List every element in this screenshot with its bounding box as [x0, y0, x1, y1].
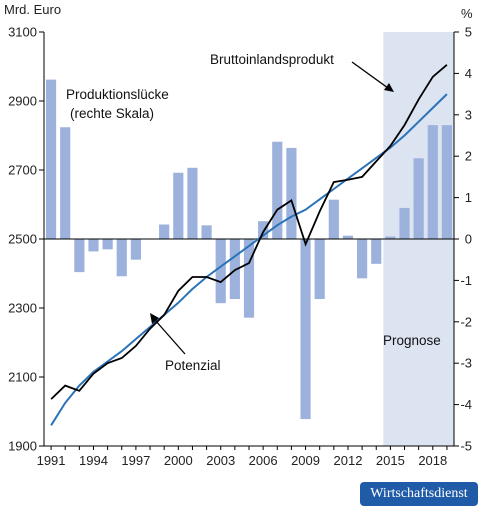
right-axis-unit: % — [461, 6, 473, 21]
gap-bar-2006 — [258, 221, 269, 239]
gap-bar-2010 — [314, 239, 325, 300]
gdp-label: Bruttoinlandsprodukt — [210, 52, 334, 67]
left-tick-label: 2300 — [8, 301, 37, 316]
x-tick-label: 2009 — [291, 453, 320, 468]
gap-bar-1992 — [60, 127, 71, 239]
production-gap-bars — [45, 79, 453, 420]
x-tick-label: 1997 — [121, 453, 150, 468]
source-badge: Wirtschaftsdienst — [360, 482, 478, 506]
right-tick-label: -3 — [460, 356, 472, 371]
gap-bar-2001 — [187, 167, 198, 239]
right-tick-label: -2 — [460, 314, 472, 329]
x-tick-label: 2015 — [376, 453, 405, 468]
gap-bar-2009 — [300, 239, 311, 420]
gap-label-line2: (rechte Skala) — [70, 106, 154, 121]
gap-label-line1: Produktionslücke — [66, 87, 169, 102]
right-tick-label: 0 — [465, 232, 472, 247]
gap-bar-2002 — [201, 225, 212, 239]
gdp-line — [50, 64, 448, 400]
left-tick-label: 2900 — [8, 94, 37, 109]
gap-bar-2016 — [399, 207, 410, 239]
gap-bar-2012 — [342, 235, 354, 239]
right-tick-label: 1 — [465, 190, 472, 205]
gap-bar-1997 — [130, 239, 141, 260]
right-tick-label: 3 — [465, 107, 472, 122]
left-tick-label: 2100 — [8, 370, 37, 385]
gap-bar-2014 — [371, 239, 382, 264]
gap-bar-1999 — [159, 224, 170, 239]
gap-bar-2018 — [427, 125, 438, 239]
x-tick-label: 2018 — [418, 453, 447, 468]
gap-bar-2005 — [243, 239, 255, 318]
gap-bar-2013 — [357, 239, 368, 279]
gap-bar-2011 — [328, 199, 339, 239]
x-tick-label: 1991 — [37, 453, 66, 468]
potential-label: Potenzial — [165, 358, 221, 373]
gap-bar-1995 — [102, 239, 113, 250]
gap-bar-2015 — [385, 236, 396, 239]
right-tick-label: -5 — [460, 439, 472, 454]
axes: 1900 2100 2300 2500 2700 2900 3100 -5 -4 -3 -2 -1 0 1… — [8, 25, 472, 469]
gap-bar-1996 — [116, 239, 127, 277]
gap-bar-2007 — [272, 141, 283, 239]
x-tick-label: 2006 — [249, 453, 278, 468]
gap-bar-1994 — [88, 239, 99, 252]
x-tick-label: 1994 — [79, 453, 108, 468]
forecast-label: Prognose — [383, 333, 441, 348]
gap-bar-2019 — [441, 125, 453, 239]
x-tick-label: 2000 — [164, 453, 193, 468]
gap-bar-2008 — [286, 147, 297, 239]
gap-bar-1991 — [45, 79, 57, 239]
x-tick-label: 2012 — [334, 453, 363, 468]
potential-label-arrow — [150, 313, 186, 355]
right-tick-label: 5 — [465, 25, 472, 40]
right-tick-label: 4 — [465, 66, 472, 81]
left-tick-label: 2700 — [8, 163, 37, 178]
left-tick-label: 3100 — [8, 25, 37, 40]
left-tick-label: 2500 — [8, 232, 37, 247]
gap-bar-1993 — [74, 239, 85, 273]
right-tick-label: -1 — [460, 273, 472, 288]
gap-bar-2017 — [413, 158, 424, 239]
gap-bar-2004 — [229, 239, 240, 300]
potential-line — [50, 93, 448, 426]
gap-bar-2000 — [173, 172, 184, 239]
right-tick-label: 2 — [465, 149, 472, 164]
left-tick-label: 1900 — [8, 439, 37, 454]
x-tick-label: 2003 — [206, 453, 235, 468]
left-axis-unit: Mrd. Euro — [4, 2, 61, 17]
gap-bar-2003 — [215, 239, 226, 304]
right-tick-label: -4 — [460, 397, 472, 412]
gdp-label-arrow — [351, 61, 394, 92]
